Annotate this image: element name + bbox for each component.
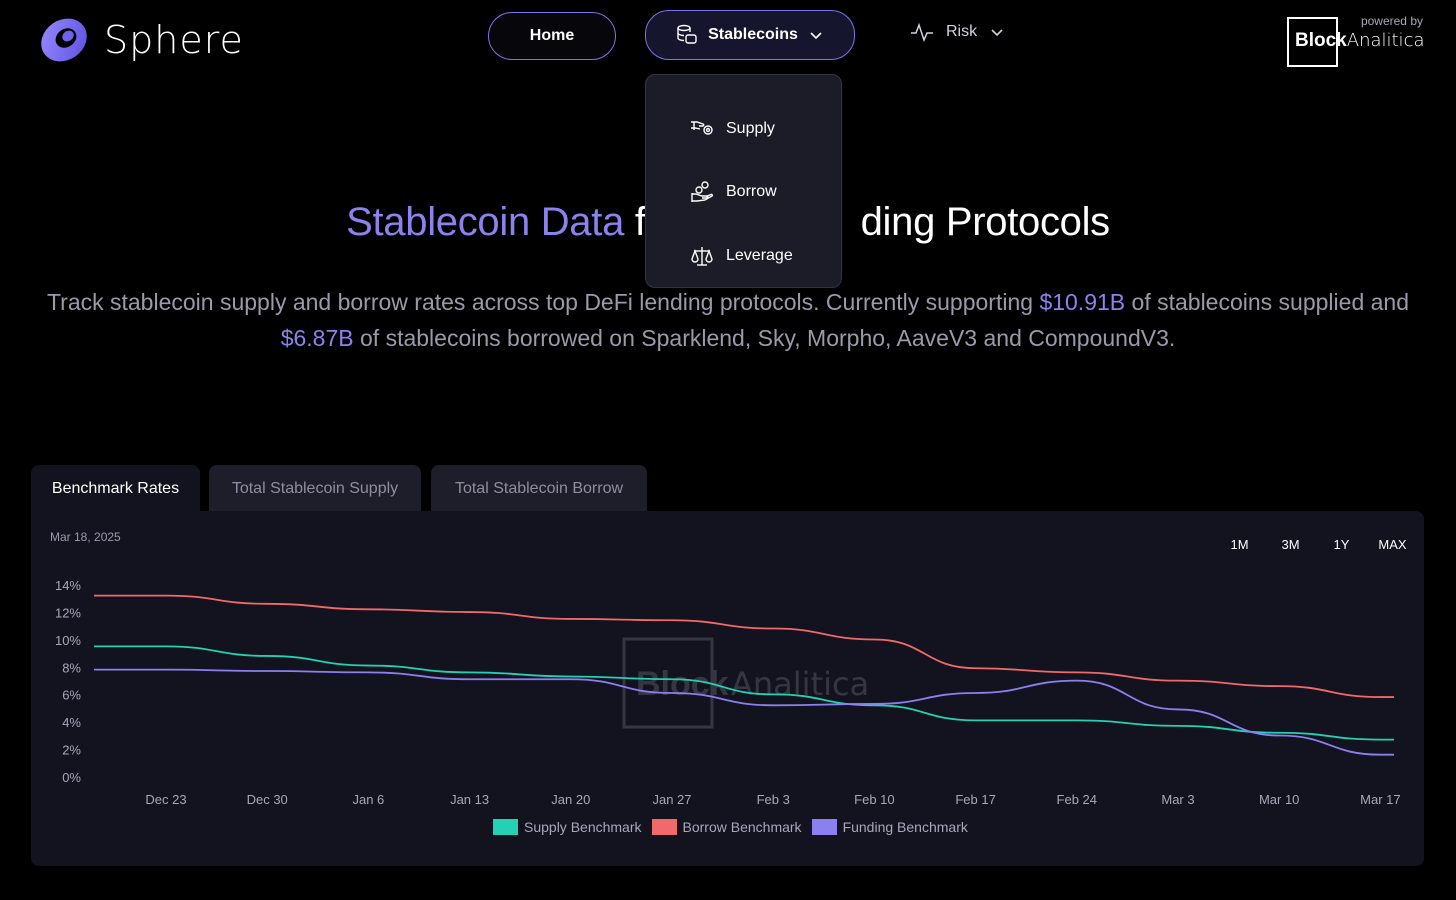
nav-home-button[interactable]: Home xyxy=(488,12,616,60)
series-line-funding-benchmark[interactable] xyxy=(94,668,1394,756)
x-tick-label: Dec 30 xyxy=(247,792,288,807)
range-1y-button[interactable]: 1Y xyxy=(1333,537,1350,552)
y-tick-label: 4% xyxy=(62,715,81,730)
sphere-logo-icon xyxy=(41,18,87,62)
supplied-amount: $10.91B xyxy=(1039,289,1126,315)
range-max-button[interactable]: MAX xyxy=(1378,537,1407,552)
borrowed-amount: $6.87B xyxy=(280,325,354,351)
tab-total-stablecoin-borrow[interactable]: Total Stablecoin Borrow xyxy=(431,465,647,513)
y-tick-label: 6% xyxy=(62,688,81,703)
hand-coins-icon xyxy=(691,121,713,135)
range-selector: 1M 3M 1Y MAX xyxy=(1214,537,1418,552)
scale-icon xyxy=(691,246,713,266)
powered-by-label: powered by xyxy=(1360,14,1423,28)
chart-date: Mar 18, 2025 xyxy=(50,530,121,544)
brand-logo[interactable]: Sphere xyxy=(38,14,244,66)
dropdown-item-supply[interactable]: Supply xyxy=(646,97,841,161)
x-tick-label: Dec 23 xyxy=(145,792,186,807)
powered-by-block-analitica[interactable]: powered by BlockAnalitica xyxy=(1287,14,1427,68)
hand-borrow-icon xyxy=(691,181,714,203)
coins-stack-icon xyxy=(677,24,697,44)
x-tick-label: Jan 6 xyxy=(352,792,384,807)
nav-stablecoins-button[interactable]: Stablecoins xyxy=(645,10,855,60)
x-tick-label: Feb 17 xyxy=(955,792,995,807)
nav-risk-label: Risk xyxy=(946,23,978,40)
y-tick-label: 2% xyxy=(62,743,81,758)
x-tick-label: Feb 24 xyxy=(1057,792,1097,807)
range-1m-button[interactable]: 1M xyxy=(1230,537,1249,552)
x-tick-label: Mar 3 xyxy=(1161,792,1194,807)
series-line-borrow-benchmark[interactable] xyxy=(94,594,1394,698)
benchmark-rates-chart[interactable]: Block Analitica 0% 2% 4% 6% 8% 10% 12% 14% Dec … xyxy=(31,511,1424,811)
y-tick-label: 0% xyxy=(62,770,81,785)
x-tick-label: Feb 3 xyxy=(757,792,790,807)
range-3m-button[interactable]: 3M xyxy=(1281,537,1300,552)
y-tick-label: 10% xyxy=(55,633,81,648)
y-tick-label: 14% xyxy=(55,578,81,593)
legend-swatch xyxy=(651,819,677,835)
chevron-down-icon xyxy=(991,29,1003,37)
pulse-icon xyxy=(911,22,933,42)
dropdown-item-borrow[interactable]: Borrow xyxy=(646,161,841,225)
brand-name: Sphere xyxy=(104,18,244,62)
x-tick-label: Jan 13 xyxy=(450,792,489,807)
nav-home-label: Home xyxy=(529,27,575,44)
block-analitica-logo-box xyxy=(1287,17,1338,67)
page-description: Track stablecoin supply and borrow rates… xyxy=(46,289,1410,351)
x-tick-label: Jan 27 xyxy=(652,792,691,807)
block-analitica-wordmark: BlockAnalitica xyxy=(1295,30,1425,51)
series-line-supply-benchmark[interactable] xyxy=(93,645,1394,741)
dropdown-item-leverage[interactable]: Leverage xyxy=(646,224,841,288)
x-tick-label: Mar 10 xyxy=(1259,792,1299,807)
chart-legend: Supply Benchmark Borrow Benchmark Fundin… xyxy=(493,819,968,835)
legend-swatch xyxy=(811,819,837,835)
nav-risk-button[interactable]: Risk xyxy=(910,22,1005,42)
legend-funding-benchmark[interactable]: Funding Benchmark xyxy=(811,819,968,835)
svg-text:Analitica: Analitica xyxy=(731,665,869,703)
tab-total-stablecoin-supply[interactable]: Total Stablecoin Supply xyxy=(209,465,421,513)
x-tick-label: Mar 17 xyxy=(1360,792,1400,807)
legend-swatch xyxy=(493,819,518,835)
chevron-down-icon xyxy=(810,32,822,40)
nav-stablecoins-label: Stablecoins xyxy=(708,26,798,43)
stablecoins-dropdown-menu: Supply Borrow Leverage xyxy=(645,74,842,288)
y-tick-label: 12% xyxy=(55,605,81,620)
x-tick-label: Feb 10 xyxy=(854,792,894,807)
chart-panel: Mar 18, 2025 1M 3M 1Y MAX Block Analitic… xyxy=(31,511,1424,866)
tab-benchmark-rates[interactable]: Benchmark Rates xyxy=(31,465,200,513)
y-tick-label: 8% xyxy=(62,660,81,675)
x-tick-label: Jan 20 xyxy=(551,792,590,807)
chart-watermark: Block Analitica xyxy=(622,637,869,729)
legend-borrow-benchmark[interactable]: Borrow Benchmark xyxy=(651,819,802,835)
legend-supply-benchmark[interactable]: Supply Benchmark xyxy=(493,819,642,835)
